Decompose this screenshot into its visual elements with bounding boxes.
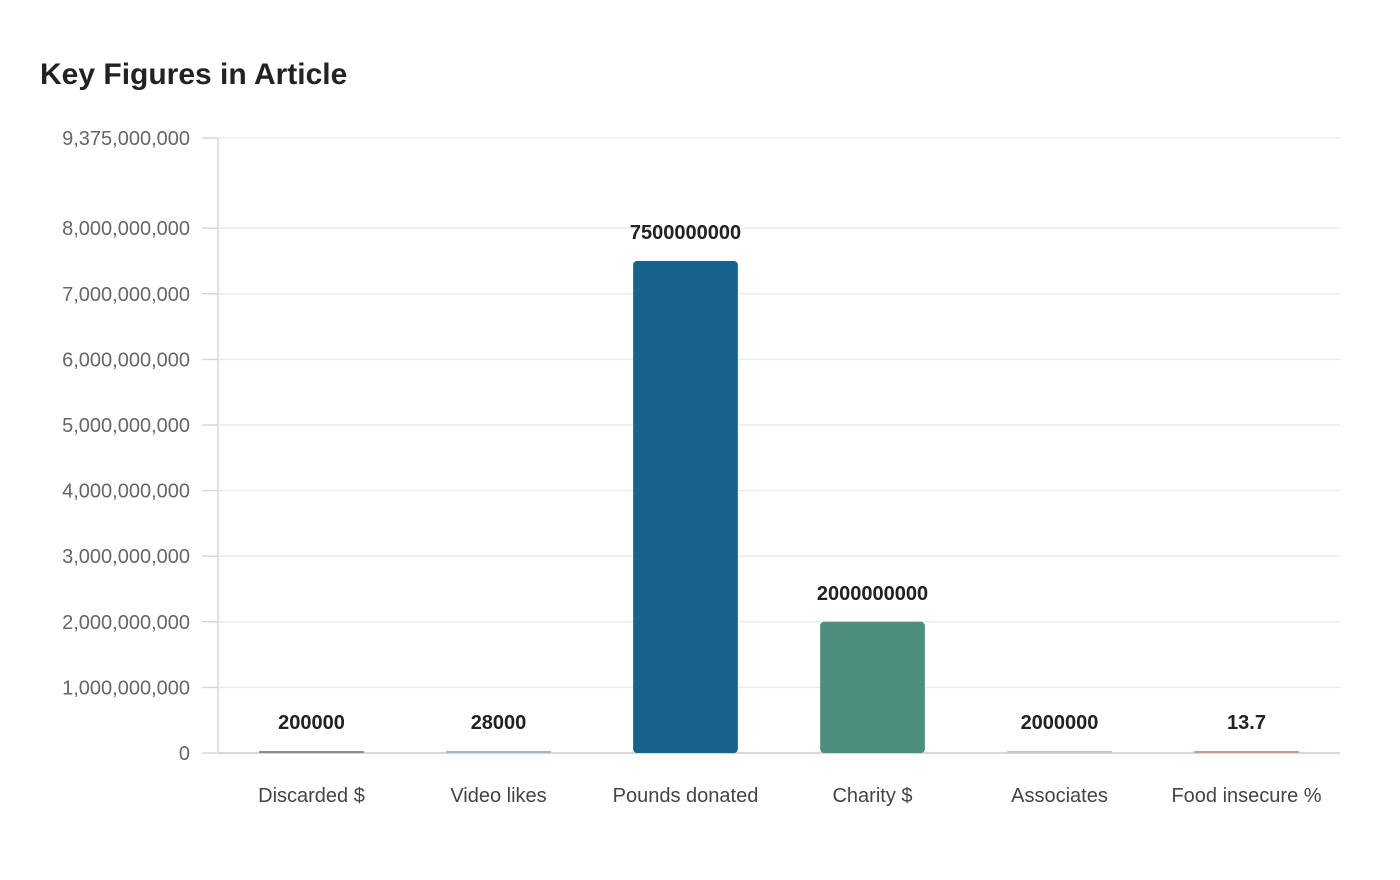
axes: 0 1,000,000,000 2,000,000,000 3,000,000,000…: [62, 128, 1340, 765]
chart-title: Key Figures in Article: [40, 58, 348, 91]
grid-lines: [218, 137, 1340, 689]
y-tick-label: 3,000,000,000: [62, 546, 190, 568]
x-tick-label: Discarded $: [258, 785, 365, 807]
bar: [446, 751, 551, 753]
data-label: 200000: [278, 712, 345, 734]
x-tick-label: Associates: [1011, 785, 1108, 807]
bar: [1007, 751, 1112, 753]
x-tick-label: Food insecure %: [1171, 785, 1321, 807]
data-label: 2000000: [1021, 712, 1099, 734]
bar: [259, 751, 364, 753]
y-tick-label: 0: [179, 743, 190, 765]
x-tick-label: Video likes: [450, 785, 546, 807]
bar: [1194, 751, 1299, 753]
y-tick-label: 7,000,000,000: [62, 284, 190, 306]
data-label: 13.7: [1227, 712, 1266, 734]
y-tick-label: 2,000,000,000: [62, 612, 190, 634]
y-tick-label: 8,000,000,000: [62, 218, 190, 240]
y-tick-label: 1,000,000,000: [62, 677, 190, 699]
y-tick-label: 6,000,000,000: [62, 349, 190, 371]
data-label: 7500000000: [630, 222, 741, 244]
data-label: 28000: [471, 712, 527, 734]
x-tick-label: Pounds donated: [613, 785, 759, 807]
x-tick-label: Charity $: [832, 785, 912, 807]
data-label: 2000000000: [817, 583, 928, 605]
bar: [820, 621, 925, 753]
y-tick-label: 9,375,000,000: [62, 128, 190, 150]
labels: 200000 Discarded $ 28000 Video likes 7500000…: [258, 222, 1322, 807]
bars: [259, 261, 1299, 753]
y-tick-label: 5,000,000,000: [62, 415, 190, 437]
bar: [633, 261, 738, 753]
y-tick-label: 4,000,000,000: [62, 481, 190, 503]
